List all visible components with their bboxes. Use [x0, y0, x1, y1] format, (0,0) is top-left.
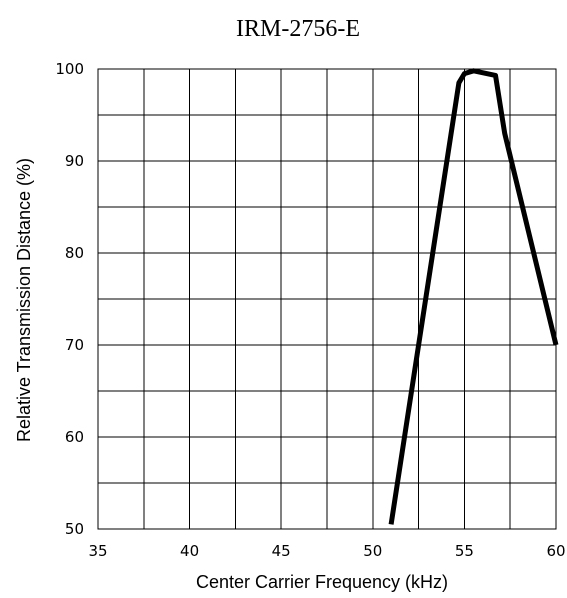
y-tick-label: 60 — [65, 428, 84, 446]
y-tick-label: 100 — [55, 60, 84, 78]
series-group — [388, 68, 559, 525]
x-tick-label: 45 — [272, 542, 291, 560]
x-tick-label: 35 — [88, 542, 107, 560]
x-axis-label: Center Carrier Frequency (kHz) — [196, 572, 448, 592]
plot-frame — [97, 68, 557, 530]
y-tick-label: 50 — [65, 520, 84, 538]
x-tick-label: 40 — [180, 542, 199, 560]
y-tick-label: 80 — [65, 244, 84, 262]
y-axis-label: Relative Transmission Distance (%) — [14, 158, 34, 442]
x-tick-labels: 35 40 45 50 55 60 — [88, 542, 565, 560]
y-tick-label: 70 — [65, 336, 84, 354]
grid — [98, 69, 556, 529]
chart-title: IRM-2756-E — [236, 16, 360, 42]
series-line — [388, 68, 559, 525]
x-tick-label: 55 — [455, 542, 474, 560]
y-tick-label: 90 — [65, 152, 84, 170]
y-tick-labels: 50 60 70 80 90 100 — [55, 60, 84, 538]
x-tick-label: 50 — [363, 542, 382, 560]
x-tick-label: 60 — [546, 542, 565, 560]
